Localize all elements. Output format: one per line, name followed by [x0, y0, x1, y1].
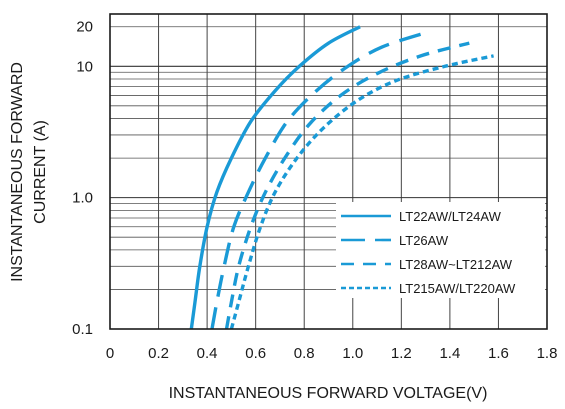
series-curve-1 — [189, 25, 361, 329]
y-axis-title-line-2: CURRENT (A) — [32, 120, 49, 224]
x-tick-label: 0.6 — [245, 345, 266, 362]
legend-background — [336, 202, 545, 298]
legend-label-1: LT22AW/LT24AW — [399, 209, 502, 224]
legend-label-3: LT28AW~LT212AW — [399, 257, 513, 272]
x-tick-label: 1.4 — [439, 345, 460, 362]
x-tick-label: 1.6 — [488, 345, 509, 362]
minor-gridlines — [110, 26, 547, 290]
plot-frame — [109, 13, 548, 330]
series-curve-3 — [224, 41, 470, 329]
y-tick-labels: 0.1 1.0 10 20 — [72, 19, 93, 338]
series-curve-4 — [229, 54, 494, 329]
y-tick-label: 1.0 — [72, 190, 93, 207]
y-tick-label: 0.1 — [72, 321, 93, 338]
x-tick-label: 0.4 — [197, 345, 218, 362]
curves — [189, 25, 494, 329]
y-tick-label: 10 — [76, 58, 93, 75]
x-tick-labels: 0 0.2 0.4 0.6 0.8 1.0 1.2 1.4 1.6 1.8 — [106, 345, 558, 362]
x-tick-label: 0.8 — [294, 345, 315, 362]
x-tick-label: 1.2 — [391, 345, 412, 362]
x-tick-label: 1.0 — [342, 345, 363, 362]
y-tick-label: 20 — [76, 19, 93, 36]
x-tick-label: 0 — [106, 345, 114, 362]
series-curve-2 — [210, 31, 427, 329]
legend: LT22AW/LT24AW LT26AW LT28AW~LT212AW LT215AW… — [336, 202, 545, 298]
y-axis-title-line-1: INSTANTANEOUS FORWARD — [9, 62, 26, 282]
legend-label-4: LT215AW/LT220AW — [399, 281, 516, 296]
x-axis-title: INSTANTANEOUS FORWARD VOLTAGE(V) — [169, 385, 488, 402]
x-tick-label: 0.2 — [148, 345, 169, 362]
x-tick-label: 1.8 — [537, 345, 558, 362]
legend-label-2: LT26AW — [399, 233, 449, 248]
